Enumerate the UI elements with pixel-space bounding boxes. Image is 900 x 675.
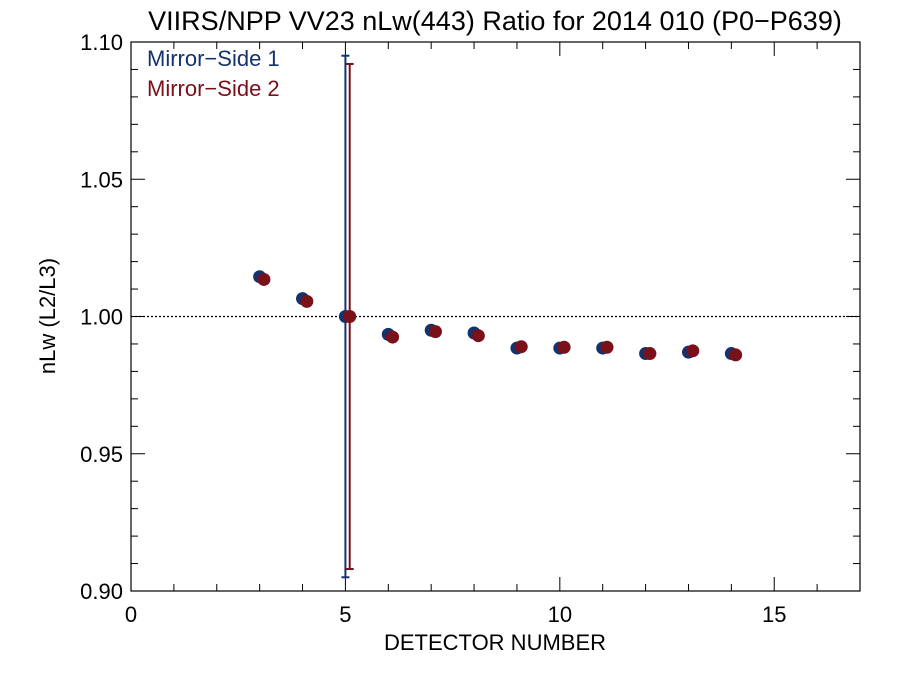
y-tick-label: 1.10 xyxy=(80,30,123,55)
point-series-2 xyxy=(428,325,442,339)
y-tick-label: 0.95 xyxy=(80,442,123,467)
x-axis-label: DETECTOR NUMBER xyxy=(384,630,606,655)
y-axis-label: nLw (L2/L3) xyxy=(35,258,60,374)
x-tick-label: 10 xyxy=(548,602,572,627)
chart-title: VIIRS/NPP VV23 nLw(443) Ratio for 2014 0… xyxy=(148,6,842,36)
point-series-2 xyxy=(729,348,743,362)
point-series-2 xyxy=(686,344,700,358)
y-tick-label: 0.90 xyxy=(80,579,123,604)
axis-tick-labels: 0 5 10 15 0.90 0.95 1.00 1.05 1.10 xyxy=(80,30,786,627)
point-series-2 xyxy=(643,347,657,361)
point-series-2 xyxy=(343,310,357,323)
point-series-2 xyxy=(257,272,271,286)
x-tick-label: 0 xyxy=(125,602,137,627)
x-tick-label: 5 xyxy=(339,602,351,627)
point-series-2 xyxy=(600,340,614,354)
legend-entry-mirror-side-2: Mirror−Side 2 xyxy=(147,76,280,101)
point-series-2 xyxy=(386,330,400,344)
point-series-2 xyxy=(557,340,571,354)
point-series-2 xyxy=(514,340,528,354)
point-series-2 xyxy=(300,294,314,308)
y-tick-label: 1.00 xyxy=(80,305,123,330)
data-points xyxy=(253,270,743,362)
legend-entry-mirror-side-1: Mirror−Side 1 xyxy=(147,46,280,71)
x-tick-label: 15 xyxy=(762,602,786,627)
y-tick-label: 1.05 xyxy=(80,167,123,192)
point-series-2 xyxy=(471,329,485,343)
axis-ticks xyxy=(130,41,861,592)
